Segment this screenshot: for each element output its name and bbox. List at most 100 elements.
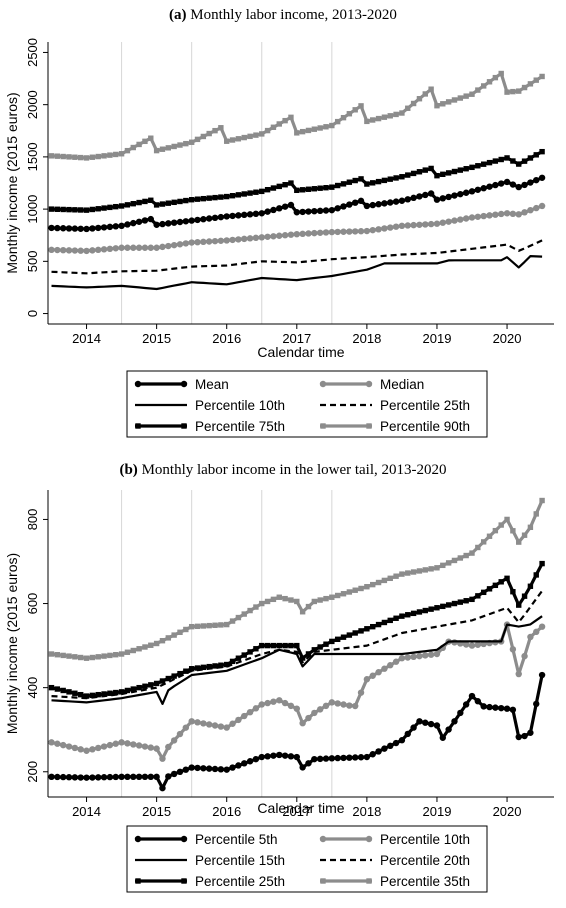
data-point (194, 216, 201, 224)
data-point (194, 665, 201, 671)
data-point (463, 166, 469, 172)
data-point (59, 741, 67, 749)
legend: Mean Median Percentile 10th Percentile 25th… (126, 370, 488, 438)
data-point (217, 213, 225, 221)
data-point (142, 138, 148, 145)
data-point (135, 742, 143, 749)
data-point (188, 666, 195, 672)
data-point (183, 626, 189, 633)
data-point (457, 95, 464, 101)
data-point (381, 225, 388, 232)
data-point (305, 760, 312, 767)
data-point (194, 623, 201, 630)
data-point (416, 169, 423, 175)
data-point (229, 137, 236, 143)
data-point (521, 209, 528, 216)
data-point (504, 575, 510, 582)
data-point (445, 193, 452, 201)
data-point (469, 91, 475, 97)
data-point (475, 163, 481, 169)
data-point (282, 595, 288, 602)
data-point (281, 752, 289, 759)
x-tick-label: 2015 (142, 331, 171, 346)
data-point (492, 704, 499, 711)
data-point (247, 649, 253, 655)
data-point (392, 658, 400, 665)
data-point (235, 192, 242, 198)
data-point (288, 597, 294, 603)
data-point (136, 646, 142, 652)
data-point (147, 744, 154, 751)
data-point (509, 706, 517, 713)
data-point (135, 244, 143, 251)
legend-item: Percentile 25th (135, 874, 285, 889)
data-point (346, 589, 353, 595)
data-point (136, 199, 142, 206)
data-point (136, 684, 142, 691)
data-point (510, 158, 516, 164)
data-point (288, 114, 294, 121)
data-point (148, 682, 154, 688)
data-point (328, 206, 336, 214)
y-tick-label: 800 (25, 509, 40, 531)
data-point (364, 626, 370, 632)
data-point (159, 243, 166, 251)
data-point (83, 774, 90, 781)
data-point (253, 646, 259, 652)
data-point (527, 179, 534, 186)
data-point (346, 228, 353, 235)
data-point (282, 117, 288, 124)
data-point (504, 516, 510, 523)
data-point (439, 734, 447, 741)
x-tick-label: 2019 (423, 804, 452, 819)
data-point (294, 130, 300, 136)
data-point (78, 654, 84, 661)
data-point (316, 207, 324, 215)
data-point (340, 181, 347, 187)
data-point (130, 741, 137, 748)
data-point (539, 560, 545, 567)
chart-title-prefix: (a) (169, 7, 187, 23)
data-point (89, 206, 96, 213)
data-point (252, 755, 260, 763)
data-point (141, 217, 149, 224)
data-point (78, 691, 84, 698)
data-point (54, 773, 61, 781)
data-point (212, 663, 218, 669)
data-point (498, 579, 504, 585)
data-point (370, 581, 376, 588)
data-point (474, 186, 482, 193)
data-point (363, 676, 371, 683)
legend-label: Percentile 35th (380, 874, 470, 889)
data-point (165, 145, 172, 151)
data-point (177, 198, 183, 205)
data-point (89, 225, 96, 232)
x-tick-label: 2017 (282, 804, 311, 819)
series-percentile-90th (48, 70, 545, 161)
data-point (241, 211, 248, 219)
data-point (311, 709, 318, 717)
data-point (451, 600, 458, 607)
legend-marker (135, 423, 141, 429)
data-point (340, 634, 347, 640)
data-point (323, 124, 329, 130)
data-point (516, 88, 522, 94)
data-point (370, 117, 376, 123)
data-point (468, 642, 476, 649)
data-point (293, 753, 300, 761)
legend-label: Median (380, 377, 424, 392)
data-point (422, 191, 429, 199)
x-axis-label: Calendar time (257, 344, 344, 360)
data-point (539, 148, 545, 155)
data-point (352, 587, 358, 593)
data-point (171, 673, 177, 679)
data-point (252, 234, 260, 242)
data-point (235, 212, 242, 219)
legend-item: Percentile 20th (320, 853, 470, 868)
data-point (264, 233, 271, 240)
data-point (89, 746, 96, 753)
data-point (112, 245, 119, 252)
data-point (457, 216, 464, 223)
data-point (457, 167, 464, 173)
data-point (392, 198, 400, 205)
